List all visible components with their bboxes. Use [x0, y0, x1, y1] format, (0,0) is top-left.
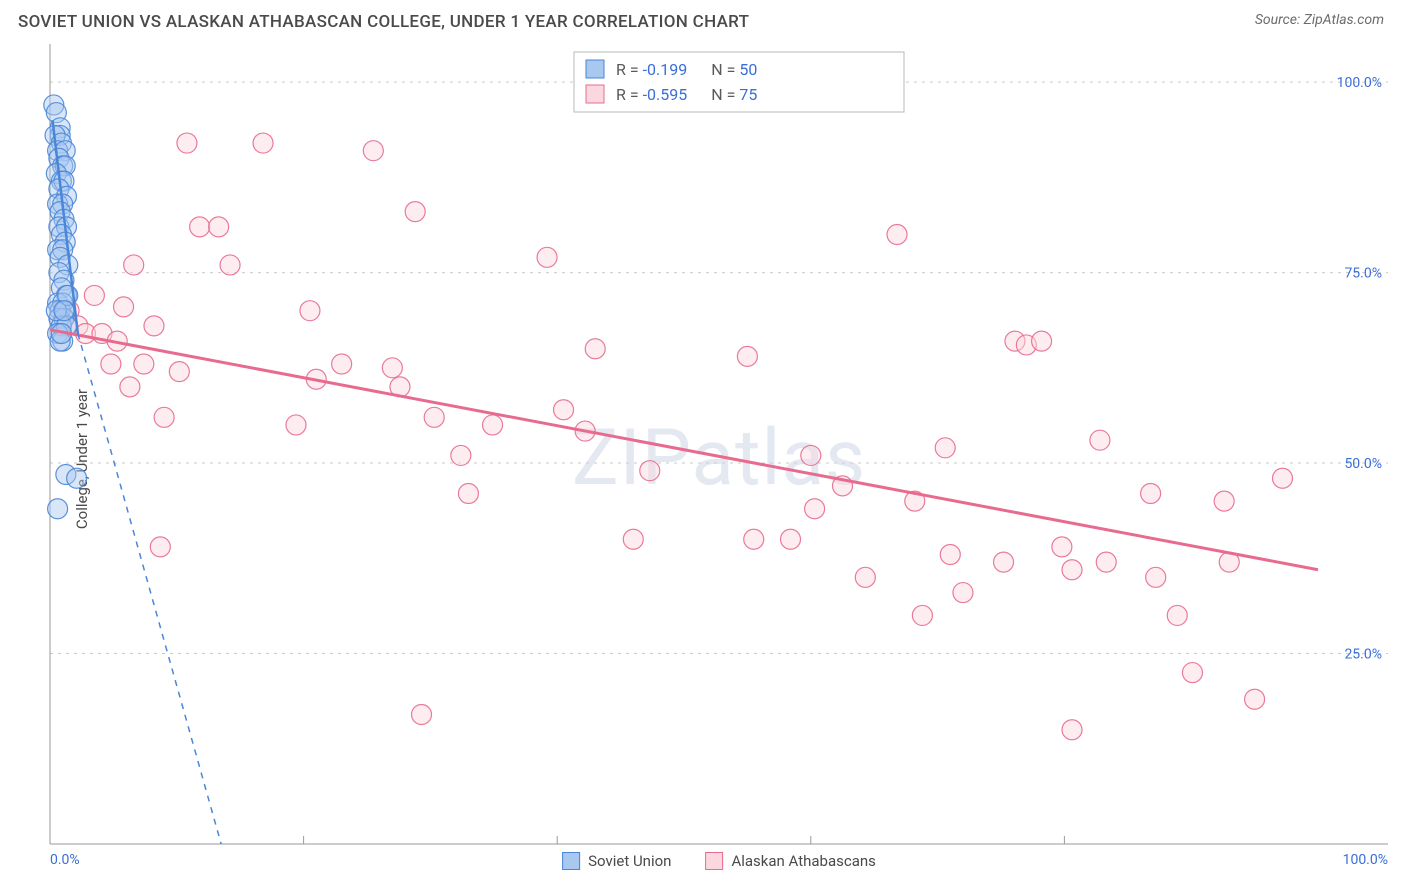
- data-point: [1214, 491, 1234, 511]
- data-point: [114, 297, 134, 317]
- data-point: [1141, 484, 1161, 504]
- data-point: [1272, 468, 1292, 488]
- x-axis-min-label: 0.0%: [50, 852, 80, 868]
- data-point: [940, 544, 960, 564]
- data-point: [150, 537, 170, 557]
- data-point: [134, 354, 154, 374]
- data-point: [1052, 537, 1072, 557]
- data-point: [412, 704, 432, 724]
- data-point: [120, 377, 140, 397]
- data-point: [458, 484, 478, 504]
- legend-label-soviet: Soviet Union: [588, 852, 671, 870]
- data-point: [887, 224, 907, 244]
- data-point: [84, 285, 104, 305]
- svg-text:ZIPatlas: ZIPatlas: [572, 413, 866, 504]
- svg-text:25.0%: 25.0%: [1344, 647, 1382, 663]
- data-point: [220, 255, 240, 275]
- legend-swatch-icon: [586, 60, 604, 78]
- data-point: [623, 529, 643, 549]
- trend-line-athabascan: [50, 330, 1318, 570]
- data-point: [994, 552, 1014, 572]
- data-point: [124, 255, 144, 275]
- data-point: [537, 247, 557, 267]
- data-point: [1146, 567, 1166, 587]
- series-legend: Soviet Union Alaskan Athabascans: [562, 852, 876, 870]
- data-point: [424, 407, 444, 427]
- legend-item-soviet: Soviet Union: [562, 852, 671, 870]
- chart-title: SOVIET UNION VS ALASKAN ATHABASCAN COLLE…: [18, 12, 749, 32]
- legend-item-athabascan: Alaskan Athabascans: [705, 852, 875, 870]
- data-point: [801, 445, 821, 465]
- data-point: [190, 217, 210, 237]
- data-point: [554, 400, 574, 420]
- data-point: [48, 499, 68, 519]
- data-point: [209, 217, 229, 237]
- data-point: [781, 529, 801, 549]
- svg-text:50.0%: 50.0%: [1344, 456, 1382, 472]
- data-point: [300, 301, 320, 321]
- source-label: Source: ZipAtlas.com: [1255, 12, 1384, 28]
- data-point: [1090, 430, 1110, 450]
- legend-swatch-icon: [586, 85, 604, 103]
- data-point: [253, 133, 273, 153]
- legend-stat-text: R = -0.595N = 75: [616, 85, 757, 104]
- legend-label-athabascan: Alaskan Athabascans: [731, 852, 875, 870]
- x-axis-area: 0.0% 100.0% Soviet Union Alaskan Athabas…: [50, 844, 1388, 874]
- data-point: [935, 438, 955, 458]
- chart-container: College, Under 1 year 25.0%50.0%75.0%100…: [18, 44, 1388, 874]
- data-point: [1167, 605, 1187, 625]
- data-point: [855, 567, 875, 587]
- data-point: [744, 529, 764, 549]
- data-point: [483, 415, 503, 435]
- data-point: [67, 468, 87, 488]
- data-point: [1096, 552, 1116, 572]
- scatter-plot: 25.0% 50.0% 75.0% 100.0% ZIPatlas R = -0.199N…: [50, 44, 1388, 844]
- data-point: [1032, 331, 1052, 351]
- legend-swatch-athabascan: [705, 852, 723, 870]
- data-point: [912, 605, 932, 625]
- legend-stat-text: R = -0.199N = 50: [616, 60, 757, 79]
- data-point: [54, 301, 74, 321]
- data-point: [169, 362, 189, 382]
- data-point: [1062, 720, 1082, 740]
- data-point: [1182, 663, 1202, 683]
- data-point: [805, 499, 825, 519]
- svg-text:100.0%: 100.0%: [1337, 75, 1382, 91]
- legend-swatch-soviet: [562, 852, 580, 870]
- data-point: [382, 358, 402, 378]
- data-point: [737, 346, 757, 366]
- data-point: [363, 141, 383, 161]
- data-point: [640, 461, 660, 481]
- data-point: [451, 445, 471, 465]
- data-point: [154, 407, 174, 427]
- data-point: [332, 354, 352, 374]
- data-point: [101, 354, 121, 374]
- data-point: [585, 339, 605, 359]
- data-point: [144, 316, 164, 336]
- trend-line-soviet-dash: [78, 334, 221, 844]
- x-axis-max-label: 100.0%: [1343, 852, 1388, 868]
- svg-text:75.0%: 75.0%: [1344, 266, 1382, 282]
- data-point: [286, 415, 306, 435]
- data-point: [1245, 689, 1265, 709]
- data-point: [177, 133, 197, 153]
- data-point: [1062, 560, 1082, 580]
- data-point: [405, 202, 425, 222]
- data-point: [953, 583, 973, 603]
